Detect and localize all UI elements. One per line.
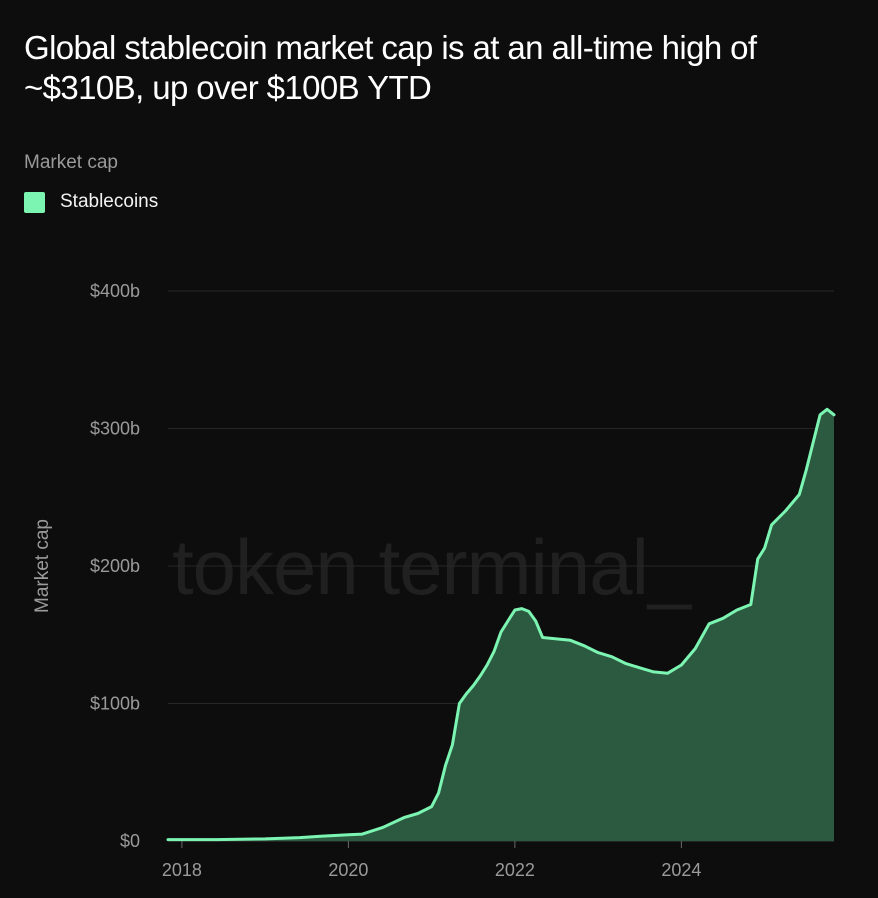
x-tick-label-3: 2024	[661, 860, 701, 880]
y-tick-label-2: $200b	[90, 556, 140, 576]
y-tick-label-3: $300b	[90, 419, 140, 439]
legend[interactable]: Stablecoins	[24, 191, 158, 213]
x-tick-label-1: 2020	[328, 860, 368, 880]
legend-swatch-stablecoins	[24, 191, 45, 213]
y-tick-label-4: $400b	[90, 281, 140, 301]
series-stablecoins	[166, 407, 836, 842]
y-tick-label-1: $100b	[90, 694, 140, 714]
chart-subtitle: Market cap	[24, 152, 118, 173]
line-stablecoins	[166, 407, 836, 842]
y-axis: $0 $100b $200b $300b $400b	[90, 281, 140, 851]
chart-title: Global stablecoin market cap is at an al…	[24, 29, 757, 106]
x-axis: 2018 2020 2022 2024	[162, 841, 701, 880]
y-tick-label-0: $0	[120, 831, 140, 851]
y-axis-title: Market cap	[32, 519, 53, 613]
x-tick-label-2: 2022	[495, 860, 535, 880]
x-tick-label-0: 2018	[162, 860, 202, 880]
area-stablecoins	[168, 409, 834, 841]
legend-label-stablecoins: Stablecoins	[60, 191, 159, 212]
